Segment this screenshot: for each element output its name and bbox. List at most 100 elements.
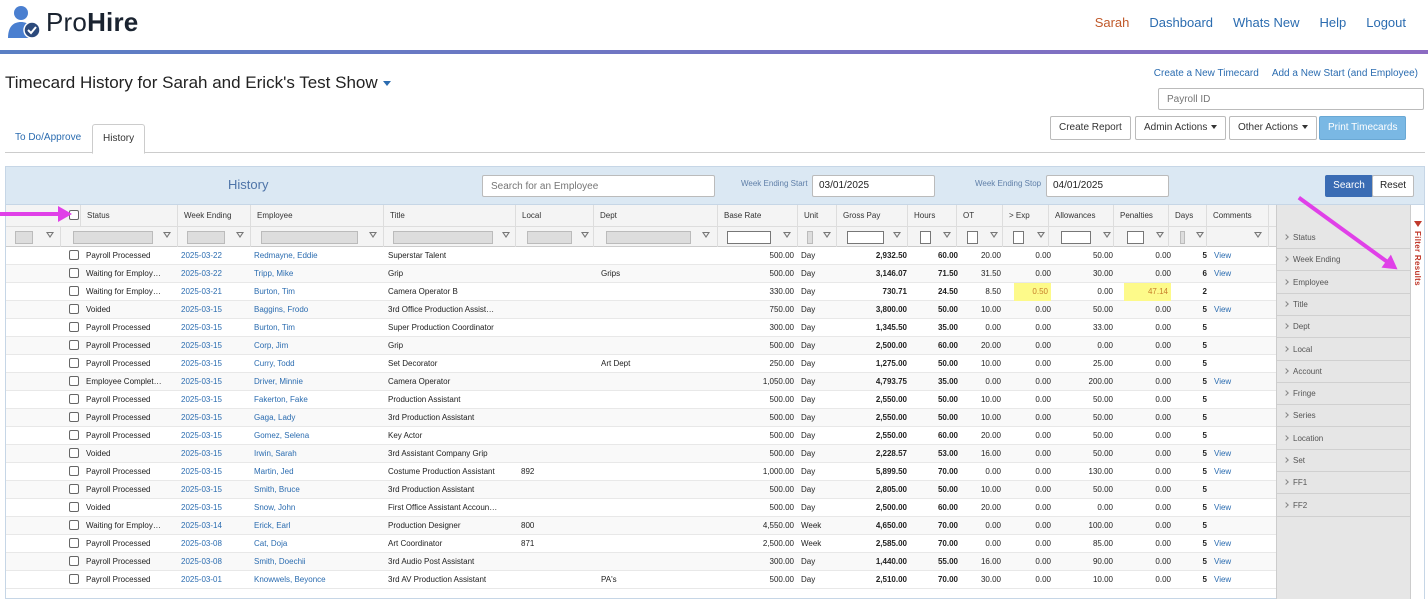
cell-employee[interactable]: Snow, John xyxy=(254,503,296,512)
cell-week[interactable]: 2025-03-22 xyxy=(181,251,222,260)
table-row[interactable]: Employee Complet… 2025-03-15 Driver, Minni… xyxy=(6,373,1276,391)
filter-results-tab[interactable]: Filter Results xyxy=(1410,205,1424,599)
column-header-ot[interactable]: OT xyxy=(957,205,1003,227)
row-checkbox[interactable] xyxy=(69,394,79,404)
table-row[interactable]: Payroll Processed 2025-03-01 Knowwels, Bey… xyxy=(6,571,1276,589)
cell-employee[interactable]: Gomez, Selena xyxy=(254,431,310,440)
row-checkbox[interactable] xyxy=(69,250,79,260)
filter-group-local[interactable]: Local xyxy=(1277,339,1411,361)
table-row[interactable]: Voided 2025-03-15 Irwin, Sarah 3rd Assistan… xyxy=(6,445,1276,463)
nav-help[interactable]: Help xyxy=(1319,15,1347,30)
filter-icon[interactable] xyxy=(236,232,244,238)
filter-icon[interactable] xyxy=(823,232,831,238)
cell-week[interactable]: 2025-03-15 xyxy=(181,395,222,404)
filter-input[interactable] xyxy=(847,231,884,244)
cell-week[interactable]: 2025-03-08 xyxy=(181,539,222,548)
week-ending-start-input[interactable]: 03/01/2025 xyxy=(812,175,935,197)
filter-icon[interactable] xyxy=(783,232,791,238)
print-timecards-button[interactable]: Print Timecards xyxy=(1319,116,1407,140)
cell-employee[interactable]: Burton, Tim xyxy=(254,323,295,332)
table-row[interactable]: Payroll Processed 2025-03-15 Fakerton, Fak… xyxy=(6,391,1276,409)
cell-employee[interactable]: Burton, Tim xyxy=(254,287,295,296)
employee-search-input[interactable] xyxy=(482,175,715,197)
column-header-gross[interactable]: Gross Pay xyxy=(837,205,908,227)
row-checkbox[interactable] xyxy=(69,358,79,368)
filter-input[interactable] xyxy=(807,231,813,244)
cell-employee[interactable]: Curry, Todd xyxy=(254,359,295,368)
filter-icon[interactable] xyxy=(369,232,377,238)
filter-icon[interactable] xyxy=(1196,232,1204,238)
filter-input[interactable] xyxy=(920,231,931,244)
row-checkbox[interactable] xyxy=(69,322,79,332)
filter-icon[interactable] xyxy=(990,232,998,238)
cell-comments[interactable]: View xyxy=(1214,575,1232,584)
row-checkbox[interactable] xyxy=(69,412,79,422)
table-row[interactable]: Payroll Processed 2025-03-15 Martin, Jed Co… xyxy=(6,463,1276,481)
row-checkbox[interactable] xyxy=(69,484,79,494)
table-row[interactable]: Payroll Processed 2025-03-15 Smith, Bruce 3… xyxy=(6,481,1276,499)
column-header-title[interactable]: Title xyxy=(384,205,516,227)
week-ending-stop-input[interactable]: 04/01/2025 xyxy=(1046,175,1169,197)
table-row[interactable]: Voided 2025-03-15 Snow, John First Office A… xyxy=(6,499,1276,517)
filter-group-dept[interactable]: Dept xyxy=(1277,316,1411,339)
cell-employee[interactable]: Smith, Doechii xyxy=(254,557,306,566)
cell-week[interactable]: 2025-03-22 xyxy=(181,269,222,278)
filter-group-ff1[interactable]: FF1 xyxy=(1277,472,1411,495)
filter-input[interactable] xyxy=(606,231,691,244)
row-checkbox[interactable] xyxy=(69,502,79,512)
cell-week[interactable]: 2025-03-15 xyxy=(181,359,222,368)
brand[interactable]: ProHire xyxy=(6,4,138,40)
cell-week[interactable]: 2025-03-15 xyxy=(181,431,222,440)
cell-comments[interactable]: View xyxy=(1214,539,1232,548)
filter-group-set[interactable]: Set xyxy=(1277,450,1411,472)
cell-week[interactable]: 2025-03-15 xyxy=(181,413,222,422)
filter-icon[interactable] xyxy=(502,232,510,238)
row-checkbox[interactable] xyxy=(69,448,79,458)
table-row[interactable]: Waiting for Employ… 2025-03-14 Erick, Earl… xyxy=(6,517,1276,535)
row-checkbox[interactable] xyxy=(69,538,79,548)
row-checkbox[interactable] xyxy=(69,268,79,278)
cell-week[interactable]: 2025-03-21 xyxy=(181,287,222,296)
cell-week[interactable]: 2025-03-15 xyxy=(181,449,222,458)
column-header-dept[interactable]: Dept xyxy=(594,205,718,227)
cell-week[interactable]: 2025-03-15 xyxy=(181,323,222,332)
row-checkbox[interactable] xyxy=(69,466,79,476)
filter-icon[interactable] xyxy=(702,232,710,238)
cell-week[interactable]: 2025-03-15 xyxy=(181,305,222,314)
chevron-down-icon[interactable] xyxy=(382,81,391,87)
cell-comments[interactable]: View xyxy=(1214,269,1232,278)
filter-group-location[interactable]: Location xyxy=(1277,428,1411,450)
cell-employee[interactable]: Smith, Bruce xyxy=(254,485,300,494)
column-header-comments[interactable]: Comments xyxy=(1207,205,1269,227)
column-header-local[interactable]: Local xyxy=(516,205,594,227)
cell-comments[interactable]: View xyxy=(1214,557,1232,566)
table-row[interactable]: Payroll Processed 2025-03-15 Corp, Jim Grip… xyxy=(6,337,1276,355)
row-checkbox[interactable] xyxy=(69,340,79,350)
column-header-week[interactable]: Week Ending xyxy=(178,205,251,227)
row-checkbox[interactable] xyxy=(69,304,79,314)
filter-input[interactable] xyxy=(1013,231,1024,244)
cell-week[interactable]: 2025-03-15 xyxy=(181,341,222,350)
table-row[interactable]: Waiting for Employ… 2025-03-21 Burton, Tim… xyxy=(6,283,1276,301)
filter-input[interactable] xyxy=(967,231,978,244)
cell-comments[interactable]: View xyxy=(1214,503,1232,512)
filter-group-employee[interactable]: Employee xyxy=(1277,272,1411,294)
cell-employee[interactable]: Knowwels, Beyonce xyxy=(254,575,326,584)
cell-comments[interactable]: View xyxy=(1214,449,1232,458)
table-row[interactable]: Payroll Processed 2025-03-22 Redmayne, Edd… xyxy=(6,247,1276,265)
reset-button[interactable]: Reset xyxy=(1372,175,1414,197)
filter-group-week-ending[interactable]: Week Ending xyxy=(1277,249,1411,272)
cell-employee[interactable]: Corp, Jim xyxy=(254,341,289,350)
filter-icon[interactable] xyxy=(1254,232,1262,238)
filter-input[interactable] xyxy=(187,231,225,244)
filter-group-series[interactable]: Series xyxy=(1277,405,1411,428)
column-header-unit[interactable]: Unit xyxy=(798,205,837,227)
column-header-status[interactable]: Status xyxy=(81,205,178,227)
column-header-exp[interactable]: > Exp xyxy=(1003,205,1049,227)
filter-group-title[interactable]: Title xyxy=(1277,294,1411,316)
filter-group-status[interactable]: Status xyxy=(1277,227,1411,249)
row-checkbox[interactable] xyxy=(69,286,79,296)
filter-icon[interactable] xyxy=(1103,232,1111,238)
filter-icon[interactable] xyxy=(893,232,901,238)
filter-input[interactable] xyxy=(15,231,33,244)
